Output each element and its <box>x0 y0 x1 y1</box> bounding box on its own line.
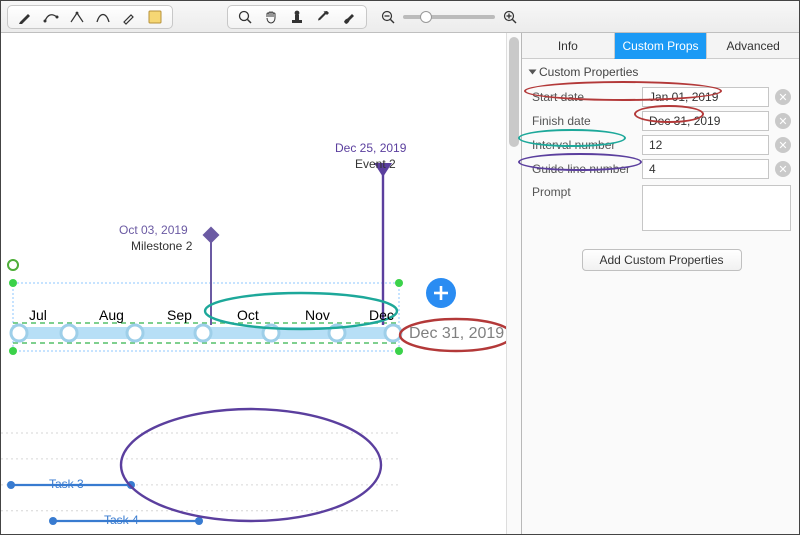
disclosure-triangle-icon <box>529 70 537 75</box>
tab-info[interactable]: Info <box>522 33 614 59</box>
clear-icon[interactable]: ✕ <box>775 113 791 129</box>
pen-icon[interactable] <box>14 7 36 27</box>
month-label-jul: Jul <box>29 307 47 323</box>
note-icon[interactable] <box>144 7 166 27</box>
add-custom-properties-button[interactable]: Add Custom Properties <box>582 249 742 271</box>
tool-group-view <box>227 5 367 29</box>
prop-row-prompt: Prompt <box>532 185 791 231</box>
canvas[interactable]: Jul Aug Sep Oct Nov Dec Oct 03, 2019 Milestone … <box>1 33 521 534</box>
node-edit-icon[interactable] <box>66 7 88 27</box>
prop-value-input[interactable]: 4 <box>642 159 769 179</box>
month-label-oct: Oct <box>237 307 259 323</box>
section-header-custom-properties[interactable]: Custom Properties <box>522 59 799 83</box>
clear-icon[interactable]: ✕ <box>775 137 791 153</box>
prompt-textarea[interactable] <box>642 185 791 231</box>
prop-label: Prompt <box>532 185 636 199</box>
prop-label: Finish date <box>532 114 636 128</box>
inspector-panel: Info Custom Props Advanced Custom Proper… <box>521 33 799 534</box>
pencil-icon[interactable] <box>118 7 140 27</box>
stamp-icon[interactable] <box>286 7 308 27</box>
zoom-out-icon[interactable] <box>379 8 397 26</box>
milestone-name-label: Milestone 2 <box>131 239 192 253</box>
month-label-dec: Dec <box>369 307 394 323</box>
tab-custom-props[interactable]: Custom Props <box>614 33 707 59</box>
clear-icon[interactable]: ✕ <box>775 89 791 105</box>
annotation-ellipse <box>524 81 722 101</box>
annotation-ellipse <box>518 129 626 147</box>
zoom-slider[interactable] <box>403 15 495 19</box>
month-label-aug: Aug <box>99 307 124 323</box>
eyedropper-icon[interactable] <box>312 7 334 27</box>
task3-label: Task 3 <box>49 477 84 491</box>
annotation-ellipse <box>518 153 642 171</box>
zoom-controls <box>379 8 519 26</box>
tool-group-draw <box>7 5 173 29</box>
annotation-ellipse <box>634 105 704 123</box>
task4-label: Task 4 <box>104 513 139 527</box>
month-label-sep: Sep <box>167 307 192 323</box>
axis-end-date-label: Dec 31, 2019 <box>409 325 504 343</box>
event-name-label: Event 2 <box>355 157 396 171</box>
zoom-in-icon[interactable] <box>501 8 519 26</box>
zoom-icon[interactable] <box>234 7 256 27</box>
inspector-tabs: Info Custom Props Advanced <box>522 33 799 59</box>
top-toolbar <box>1 1 799 33</box>
tab-advanced[interactable]: Advanced <box>706 33 799 59</box>
curve-icon[interactable] <box>92 7 114 27</box>
event-date-label: Dec 25, 2019 <box>335 141 406 155</box>
canvas-scrollbar[interactable] <box>506 33 521 534</box>
milestone-date-label: Oct 03, 2019 <box>119 223 188 237</box>
hand-icon[interactable] <box>260 7 282 27</box>
path-icon[interactable] <box>40 7 62 27</box>
section-title: Custom Properties <box>539 65 638 79</box>
month-label-nov: Nov <box>305 307 330 323</box>
clear-icon[interactable]: ✕ <box>775 161 791 177</box>
brush-icon[interactable] <box>338 7 360 27</box>
prop-value-input[interactable]: 12 <box>642 135 769 155</box>
